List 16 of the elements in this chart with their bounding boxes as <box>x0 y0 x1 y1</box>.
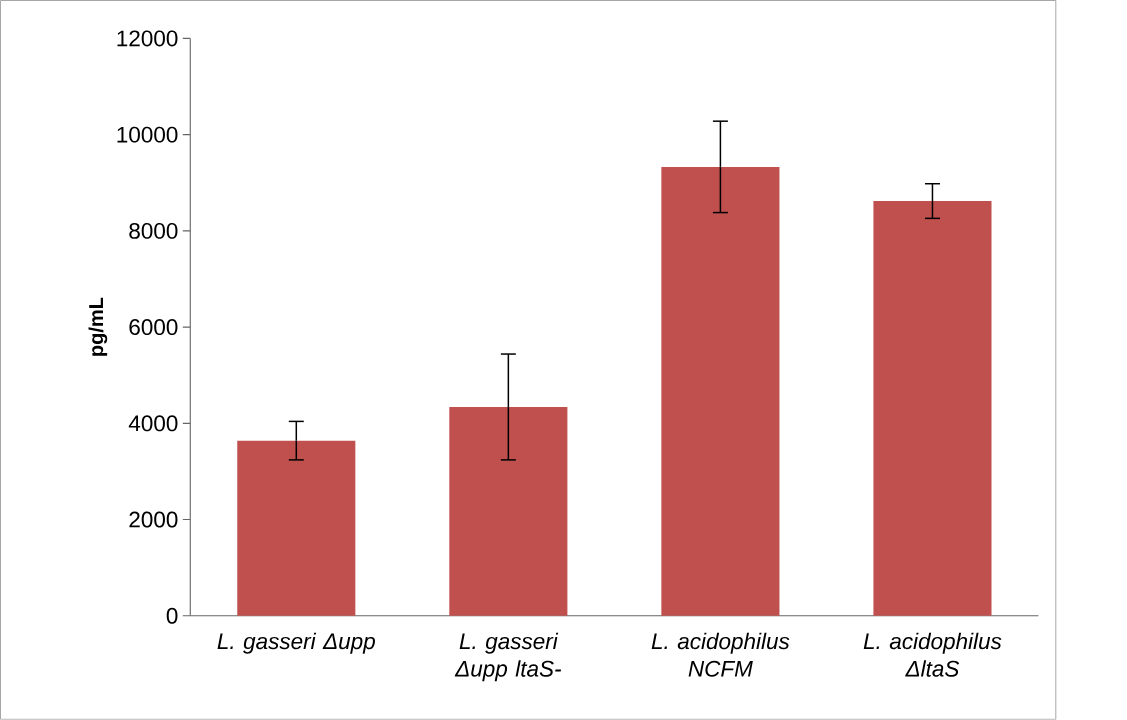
y-tick-label: 0 <box>166 607 178 624</box>
y-tick-label: 2000 <box>129 511 178 528</box>
bar <box>873 201 992 616</box>
y-tick-label: 8000 <box>129 222 178 239</box>
bar <box>237 440 356 616</box>
y-tick-label: 4000 <box>128 415 178 432</box>
y-tick-label: 10000 <box>117 126 178 143</box>
x-tick-label: L. gasseri Δupp ltaS- <box>454 632 562 682</box>
bar <box>661 166 780 616</box>
x-tick-label: L. acidophilus NCFM <box>651 632 790 677</box>
y-axis-title: pg/mL <box>88 297 108 356</box>
y-tick-label: 6000 <box>129 319 178 336</box>
bar <box>449 407 568 616</box>
x-tick-label: L. gasseri Δupp <box>217 632 375 654</box>
y-tick-label: 12000 <box>117 30 178 47</box>
x-tick-label: L. acidophilus ΔltaS <box>863 632 1002 677</box>
